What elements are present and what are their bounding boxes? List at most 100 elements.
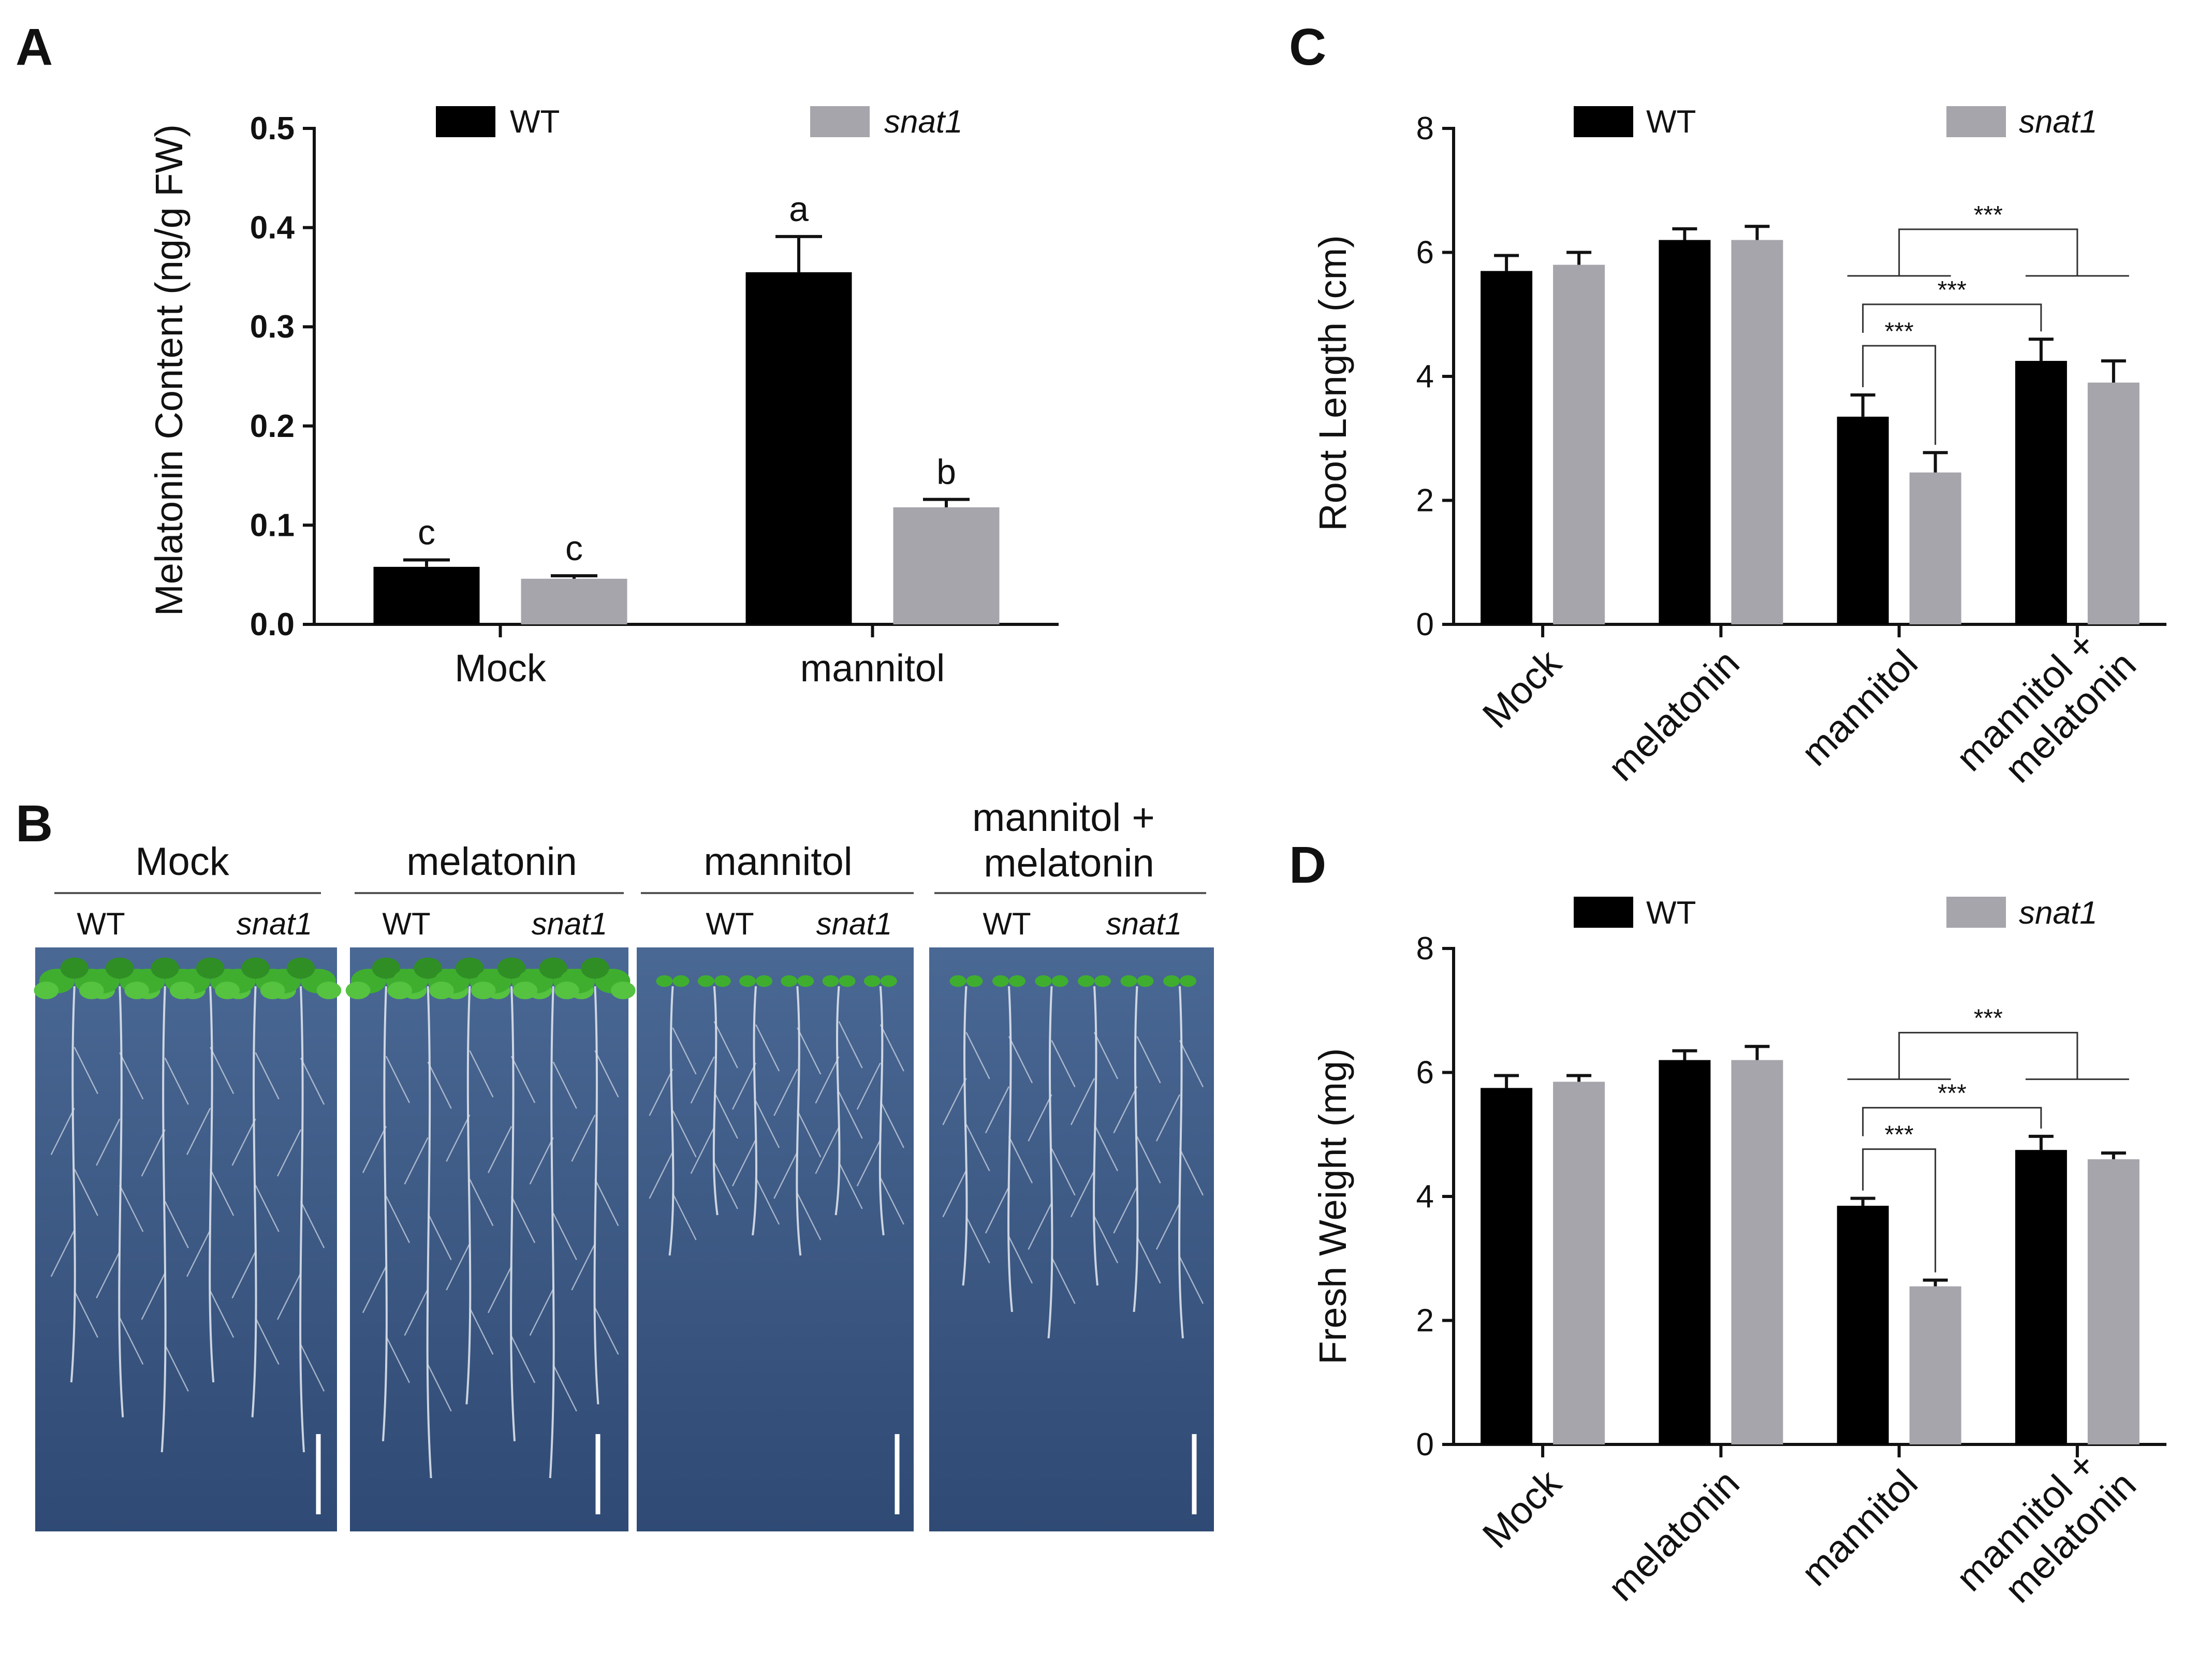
bracket-mannitol-vs-combined-wt xyxy=(1862,303,2042,333)
x-tick-label: Mock xyxy=(455,647,547,690)
seedling-lateral-root xyxy=(713,1021,738,1069)
panel-a-bars: c c a b xyxy=(373,189,1000,624)
bar-wt-2 xyxy=(1837,1205,1889,1444)
seedling-lateral-root xyxy=(255,1317,280,1365)
y-tick-label: 0.2 xyxy=(250,408,295,444)
seedling-lateral-root xyxy=(529,1289,554,1336)
seedling-lateral-root xyxy=(510,1056,536,1103)
seedling-lateral-root xyxy=(594,1179,619,1226)
seedling-root xyxy=(70,986,76,1383)
y-tick-label: 4 xyxy=(1416,359,1434,395)
plate-title-mannitol-melatonin: mannitol + melatonin xyxy=(972,796,1166,885)
seedling-lateral-root xyxy=(1070,1078,1095,1126)
seedling-lateral-root xyxy=(552,1364,577,1412)
seedling-lateral-root xyxy=(231,1118,256,1166)
panel-c-label: C xyxy=(1289,18,1326,76)
seedling-leaf xyxy=(1137,975,1154,987)
seedling-lateral-root xyxy=(649,1069,673,1116)
seedling-lateral-root xyxy=(1136,1236,1161,1284)
seedling-leaf xyxy=(672,975,690,987)
seedling-lateral-root xyxy=(141,1129,166,1177)
seedlings xyxy=(34,957,1204,1479)
seedling-lateral-root xyxy=(690,1127,715,1174)
panel-a-ylabel: Melatonin Content (ng/g FW) xyxy=(148,124,191,616)
x-tick-label: mannitol +melatonin xyxy=(1948,613,2144,809)
seedling-lateral-root xyxy=(50,1230,75,1277)
y-tick-label: 0.0 xyxy=(250,607,295,642)
seedling-leaf xyxy=(512,982,538,999)
seedling-root xyxy=(118,986,124,1418)
bar-snat1-2 xyxy=(1909,1286,1961,1444)
seedling-lateral-root xyxy=(74,1290,98,1338)
seedling-root xyxy=(510,986,516,1441)
bracket-group-comparison xyxy=(1898,228,2078,276)
plate-mannitol xyxy=(637,947,914,1531)
seedling-root xyxy=(1133,986,1139,1312)
significance-letter: c xyxy=(418,513,435,552)
seedling-lateral-root xyxy=(276,1129,302,1177)
seedling-lateral-root xyxy=(1113,1086,1138,1134)
seedling-lateral-root xyxy=(1136,1036,1161,1084)
seedling-leaf xyxy=(60,957,89,979)
seedling-lateral-root xyxy=(731,1062,757,1110)
seedling-lateral-root xyxy=(255,1185,280,1232)
seedling-root xyxy=(160,986,167,1453)
legend-swatch-snat1 xyxy=(1946,897,2006,928)
bracket-group-comparison xyxy=(1898,1032,2078,1079)
seedling-root xyxy=(251,986,257,1418)
panel-a: A WT snat1 Melatonin Content (ng/g FW) 0… xyxy=(16,18,1059,690)
seedling-leaf xyxy=(756,975,773,987)
y-tick-label: 2 xyxy=(1416,483,1434,519)
seedling-leaf xyxy=(1120,975,1137,987)
seedling-lateral-root xyxy=(1093,1124,1119,1172)
legend-swatch-snat1 xyxy=(810,106,870,137)
significance-stars: *** xyxy=(1938,1080,1967,1107)
x-tick-label-line: Mock xyxy=(1474,1461,1570,1556)
seedling-lateral-root xyxy=(571,1114,596,1162)
seedling-leaf xyxy=(1180,975,1196,987)
seedling-lateral-root xyxy=(96,1118,121,1166)
panel-c-ylabel: Root Length (cm) xyxy=(1311,235,1354,531)
seedling-leaf xyxy=(286,957,315,979)
seedling-lateral-root xyxy=(1008,1136,1033,1184)
seedling-root xyxy=(382,986,388,1441)
seedling-leaf xyxy=(151,957,179,979)
bar-wt-0 xyxy=(1481,271,1533,624)
panel-d: D WT snat1 Fresh Weight (mg) 0 2 4 6 8 Mock me… xyxy=(1289,836,2166,1611)
bar-wt-3 xyxy=(2015,361,2067,624)
panel-c-bars xyxy=(1481,225,2140,624)
seedling-lateral-root xyxy=(50,1107,75,1155)
y-tick-label: 0.5 xyxy=(250,111,295,147)
seedling-lateral-root xyxy=(446,1243,471,1291)
bar-snat1-1 xyxy=(893,507,1000,624)
seedling-leaf xyxy=(34,982,59,999)
seedling-leaf xyxy=(581,957,609,979)
seedling-root xyxy=(1093,986,1098,1286)
legend-label-wt: WT xyxy=(510,104,560,140)
seedling-leaf xyxy=(497,957,526,979)
seedling-lateral-root xyxy=(510,1196,536,1244)
seedling-leaf xyxy=(260,982,285,999)
seedling-lateral-root xyxy=(985,1186,1010,1234)
y-tick-label: 8 xyxy=(1416,111,1434,147)
seedling-lateral-root xyxy=(797,1193,822,1240)
seedling-lateral-root xyxy=(1093,1216,1119,1264)
bar-snat1-0 xyxy=(1553,265,1605,624)
seedling-lateral-root xyxy=(300,1201,325,1248)
significance-letter: b xyxy=(936,452,956,492)
seedling-leaf xyxy=(697,975,714,987)
seedling-lateral-root xyxy=(1113,1186,1138,1234)
seedling-lateral-root xyxy=(74,1168,98,1216)
seedling-leaf xyxy=(992,975,1009,987)
plate-title-melatonin: melatonin xyxy=(406,840,577,884)
seedling-lateral-root xyxy=(1179,1148,1204,1196)
seedling-leaf xyxy=(169,982,195,999)
seedling-lateral-root xyxy=(649,1151,673,1199)
seedling-lateral-root xyxy=(469,1179,494,1226)
seedling-lateral-root xyxy=(469,1307,494,1355)
seedling-root xyxy=(796,986,802,1256)
seedling-leaf xyxy=(822,975,839,987)
seedling-leaf xyxy=(739,975,756,987)
seedling-leaf xyxy=(106,957,134,979)
seedling-lateral-root xyxy=(164,1344,189,1392)
